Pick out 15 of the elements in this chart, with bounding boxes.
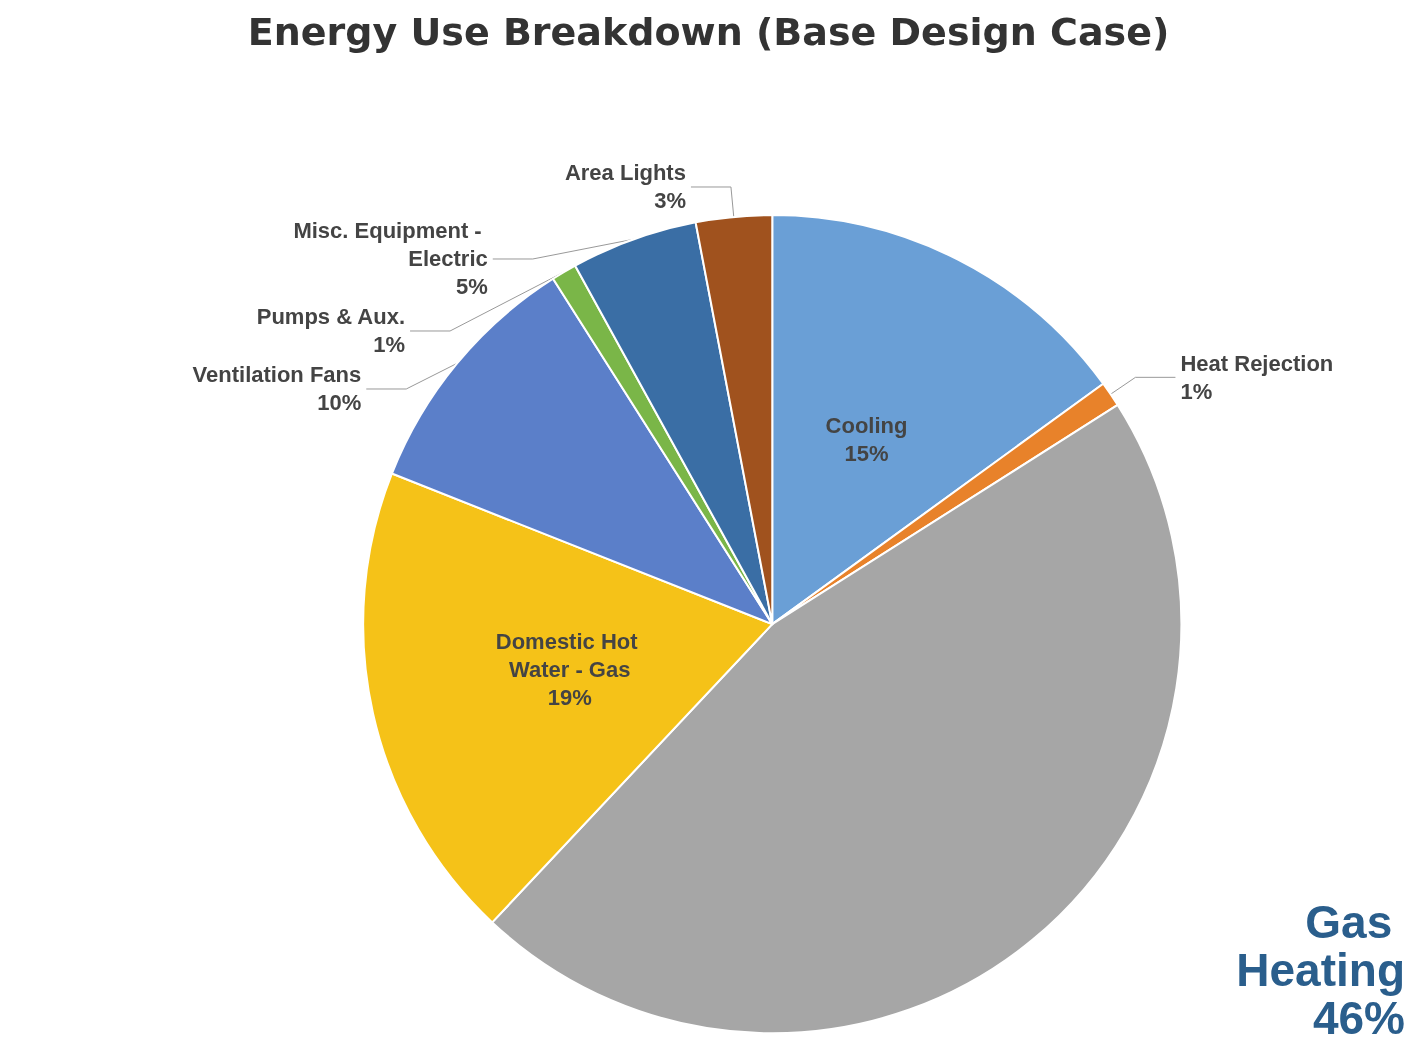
data-label: 5% bbox=[455, 274, 488, 300]
data-label: 15% bbox=[844, 440, 889, 466]
slice-label: Area Lights bbox=[564, 160, 686, 186]
data-label: 1% bbox=[1180, 378, 1213, 404]
chart-title: Energy Use Breakdown (Base Design Case) bbox=[247, 10, 1170, 54]
data-label: 1% bbox=[373, 332, 406, 358]
data-label: 19% bbox=[547, 684, 592, 710]
data-label: 3% bbox=[654, 188, 686, 214]
slice-label: Domestic Hot Water - Gas bbox=[495, 628, 644, 682]
slice-label: Pumps & Aux. bbox=[256, 304, 406, 330]
slice-label: Ventilation Fans bbox=[192, 362, 362, 388]
data-label: 10% bbox=[317, 390, 362, 416]
slice-label: Cooling bbox=[825, 412, 908, 438]
slice-label: Heat Rejection bbox=[1180, 350, 1334, 376]
slice-label: Misc. Equipment - Electric bbox=[293, 218, 488, 272]
